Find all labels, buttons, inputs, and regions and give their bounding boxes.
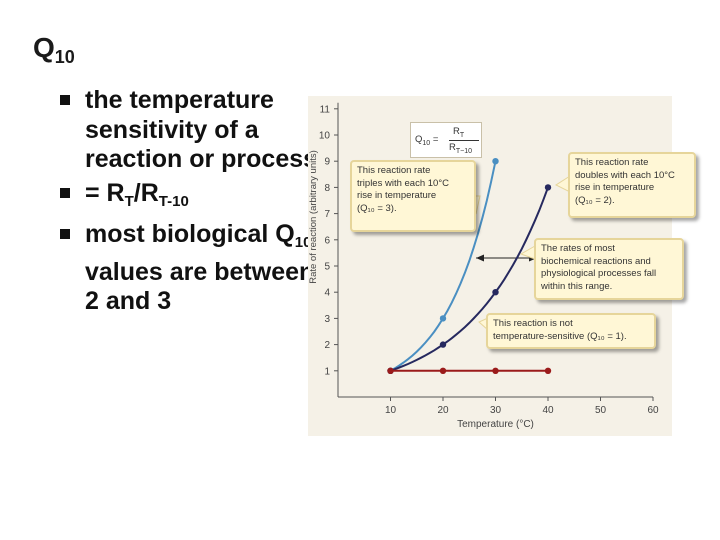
y-tick-label: 3 xyxy=(324,314,330,325)
y-tick-label: 6 xyxy=(324,235,330,246)
bullet-typical-values: most biological Q10 values are between 2… xyxy=(60,220,325,317)
fraction-bar xyxy=(449,140,479,141)
x-tick-label: 30 xyxy=(490,405,502,416)
data-point-q1 xyxy=(544,367,552,374)
data-point-q2 xyxy=(439,341,447,348)
slide-title: Q10 xyxy=(33,32,75,67)
y-tick-label: 7 xyxy=(324,209,330,220)
bullet-definition: the temperature sensitivity of a reactio… xyxy=(60,86,325,175)
callout-not-sensitive: This reaction is not temperature-sensitiv… xyxy=(486,313,656,349)
data-point-q3 xyxy=(492,158,499,165)
callout-doubles: This reaction rate doubles with each 10°C… xyxy=(568,152,696,218)
bullet-formula: = RT/RT-10 xyxy=(60,179,325,217)
callout-triples: This reaction rate triples with each 10°C… xyxy=(350,160,476,232)
y-tick-label: 8 xyxy=(324,183,330,194)
bullet-square-icon xyxy=(60,229,70,239)
x-tick-label: 20 xyxy=(437,405,449,416)
q10-formula-box: Q10 = RT RT−10 xyxy=(410,122,482,158)
x-axis-label: Temperature (°C) xyxy=(457,419,534,430)
y-tick-label: 10 xyxy=(319,131,331,142)
data-point-q1 xyxy=(387,367,394,374)
series-line-q2 xyxy=(390,187,549,372)
x-tick-label: 60 xyxy=(647,405,659,416)
range-arrow-left-head xyxy=(476,254,484,262)
y-tick-label: 9 xyxy=(324,157,330,168)
y-axis-label: Rate of reaction (arbitrary units) xyxy=(308,150,319,284)
x-tick-label: 10 xyxy=(385,405,397,416)
x-tick-label: 40 xyxy=(542,405,554,416)
callout-range: The rates of most biochemical reactions a… xyxy=(534,238,684,300)
data-point-q1 xyxy=(439,367,447,374)
bullet-list: the temperature sensitivity of a reactio… xyxy=(60,86,325,321)
y-tick-label: 1 xyxy=(324,366,330,377)
bullet-square-icon xyxy=(60,187,70,198)
data-point-q2 xyxy=(492,289,499,296)
bullet-square-icon xyxy=(60,95,70,105)
q10-chart: 1 2 3 4 5 6 7 8 9 10 11 10 20 30 40 50 60 Temperature (°C… xyxy=(308,102,659,430)
data-point-q2 xyxy=(544,184,552,191)
data-point-q3 xyxy=(439,315,447,322)
y-tick-label: 4 xyxy=(324,288,330,299)
y-tick-label: 11 xyxy=(320,104,331,115)
y-tick-label: 5 xyxy=(324,262,330,273)
y-tick-label: 2 xyxy=(324,340,330,351)
data-point-q1 xyxy=(492,367,499,374)
x-tick-label: 50 xyxy=(595,405,607,416)
